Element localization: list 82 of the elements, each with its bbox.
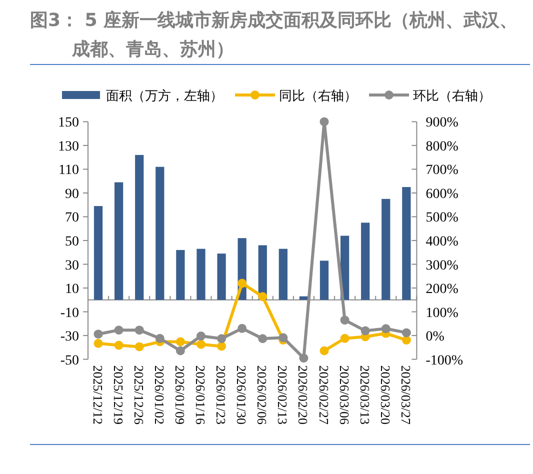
point — [155, 334, 164, 343]
x-tick-label: 2025/12/26 — [131, 365, 146, 426]
bar — [382, 198, 390, 300]
point — [238, 278, 247, 288]
point — [94, 330, 103, 339]
x-tick-label: 2026/03/20 — [378, 365, 393, 425]
y2-tick-label: 800% — [426, 139, 459, 154]
bar — [217, 254, 226, 300]
point — [134, 326, 144, 335]
y-tick-label: 150 — [58, 116, 79, 131]
point — [360, 326, 370, 336]
point — [196, 340, 206, 349]
point — [94, 338, 103, 348]
point — [238, 324, 247, 333]
bar — [196, 248, 206, 300]
bar — [299, 296, 308, 300]
x-tick-label: 2026/01/02 — [152, 365, 167, 425]
point — [381, 324, 390, 334]
point — [258, 334, 268, 344]
y-tick-label: 10 — [65, 282, 79, 298]
point — [340, 334, 350, 343]
y2-tick-label: 600% — [426, 186, 459, 202]
point — [114, 326, 124, 335]
point — [176, 337, 185, 346]
x-tick-label: 2026/01/30 — [234, 365, 250, 425]
x-tick-label: 2025/12/19 — [110, 365, 126, 425]
point — [114, 340, 124, 350]
bar — [320, 260, 329, 300]
y-tick-label: -10 — [60, 306, 79, 321]
y-tick-label: 50 — [65, 234, 79, 250]
y2-tick-label: 0% — [426, 330, 445, 345]
legend-label: 同比（右轴） — [279, 89, 357, 104]
y2-tick-label: -100% — [426, 353, 464, 368]
x-tick-label: 2026/01/23 — [214, 365, 229, 425]
x-tick-label: 2025/12/12 — [90, 365, 106, 425]
point — [176, 346, 185, 356]
x-tick-label: 2026/03/27 — [398, 365, 414, 426]
point — [299, 354, 308, 363]
point — [258, 292, 268, 302]
bar — [361, 222, 370, 300]
y-tick-label: -50 — [60, 353, 79, 368]
bar — [156, 166, 164, 300]
x-tick-label: 2026/03/13 — [357, 365, 372, 425]
point — [320, 346, 329, 356]
y2-tick-label: 900% — [426, 116, 459, 131]
y-tick-label: 30 — [65, 258, 79, 274]
y2-tick-label: 200% — [426, 282, 459, 298]
x-tick-label: 2026/02/27 — [316, 365, 332, 426]
y-tick-label: 90 — [65, 186, 79, 202]
x-tick-label: 2026/01/16 — [192, 365, 208, 426]
y2-tick-label: 400% — [426, 234, 459, 250]
point — [134, 342, 144, 352]
x-tick-label: 2026/02/20 — [296, 365, 311, 425]
bar — [94, 206, 103, 300]
point — [320, 117, 329, 126]
legend-label: 面积（万方，左轴） — [106, 88, 223, 104]
bar — [114, 182, 124, 300]
y-tick-label: 110 — [58, 163, 79, 178]
x-tick-label: 2026/02/13 — [275, 365, 290, 425]
point — [278, 333, 288, 342]
y-tick-label: -30 — [60, 330, 79, 345]
point — [402, 328, 411, 338]
bar — [135, 154, 144, 300]
x-tick-label: 2026/01/09 — [172, 365, 188, 425]
x-tick-label: 2026/02/06 — [254, 365, 270, 426]
point — [402, 336, 411, 345]
bar — [176, 250, 185, 300]
chart-title: 图3： 5 座新一线城市新房成交面积及同环比（杭州、武汉、成都、青岛、苏州） — [30, 9, 519, 62]
x-tick-label: 2026/03/06 — [336, 365, 352, 426]
point — [196, 332, 206, 341]
bar — [278, 248, 288, 300]
y2-tick-label: 300% — [426, 258, 459, 274]
point — [340, 316, 350, 325]
y2-tick-label: 100% — [426, 306, 459, 321]
point — [217, 334, 226, 344]
y2-tick-label: 500% — [426, 210, 459, 226]
y-tick-label: 130 — [58, 139, 79, 154]
bar — [402, 187, 411, 300]
y2-tick-label: 700% — [426, 163, 459, 178]
y-tick-label: 70 — [65, 210, 79, 226]
legend-label: 环比（右轴） — [413, 89, 491, 104]
point — [217, 342, 226, 351]
